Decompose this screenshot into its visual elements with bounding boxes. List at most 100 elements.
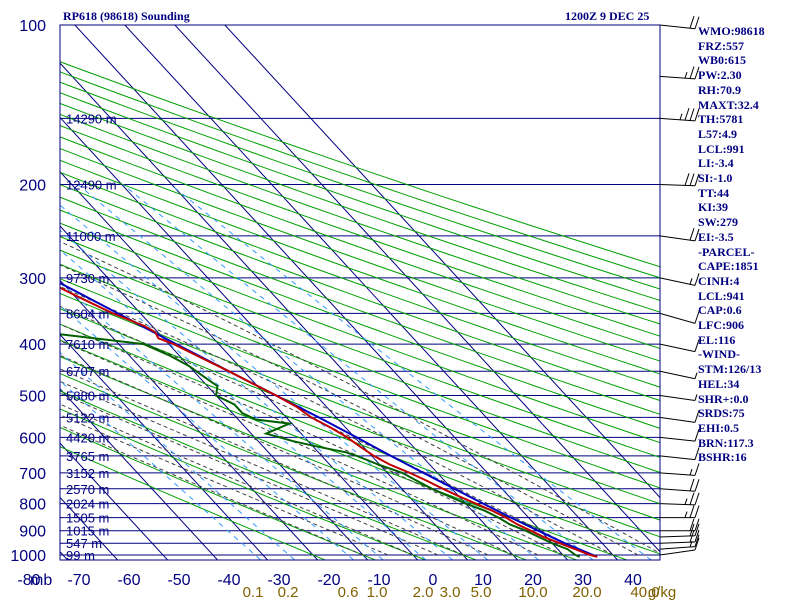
wind-barb-staff — [659, 488, 696, 492]
mixing-ratio-label: 1.0 — [367, 584, 388, 600]
height-label: 2024 m — [66, 497, 109, 512]
height-label: 14290 m — [66, 111, 117, 126]
wind-barb-flag — [694, 16, 700, 29]
plot-frame — [59, 24, 661, 561]
index-line: SI:-1.0 — [698, 171, 733, 186]
wind-barb-flag — [694, 311, 700, 324]
index-line: CAP:0.6 — [698, 303, 742, 318]
dry-adiabat — [60, 222, 660, 444]
wind-barb — [659, 16, 700, 30]
wind-barb-flag — [684, 107, 690, 121]
pressure-tick-label: 900 — [19, 524, 46, 541]
wind-barb — [659, 394, 698, 401]
wind-barb — [659, 492, 700, 506]
dry-adiabat — [60, 102, 660, 313]
mixing-ratio-line — [122, 184, 594, 560]
wind-barb-half-flag — [694, 372, 698, 379]
wind-barb-flag — [694, 66, 700, 80]
wind-barb — [659, 463, 700, 476]
wind-barb-flag — [694, 273, 700, 286]
dry-adiabat — [60, 209, 660, 429]
dry-adiabat — [60, 136, 660, 350]
height-label: 99 m — [66, 548, 95, 563]
wind-barb-half-flag — [684, 71, 688, 79]
mixing-ratio-label: 2.0 — [413, 584, 434, 600]
index-line: MAXT:32.4 — [698, 97, 759, 112]
dry-adiabat — [60, 372, 528, 560]
dry-adiabat — [60, 426, 377, 560]
height-label: 3765 m — [66, 449, 109, 464]
wind-barb-flag — [694, 479, 700, 492]
wind-barb-flag — [689, 16, 695, 29]
mixing-ratio-label: 10.0 — [518, 584, 547, 600]
dry-adiabat — [60, 125, 660, 337]
dry-adiabat — [60, 196, 660, 415]
wind-barb-flag — [694, 534, 700, 547]
wind-barb — [659, 339, 700, 353]
profile-layer — [60, 281, 598, 558]
dry-adiabat — [60, 308, 660, 538]
wind-barb-half-flag — [684, 511, 688, 518]
height-label: 1015 m — [66, 524, 109, 539]
temperature-tick-label: -80 — [17, 572, 40, 589]
wind-barb-staff — [659, 549, 696, 556]
temperature-tick-label: 0 — [429, 572, 438, 589]
temperature-tick-label: -50 — [167, 572, 190, 589]
dry-adiabat — [60, 390, 478, 560]
wind-barb-half-flag — [694, 394, 698, 401]
indices-panel: WMO:98618 FRZ:557 WB0:615 PW:2.30 RH:70.9 MAX… — [698, 24, 765, 465]
wind-barb-flag — [694, 429, 700, 442]
temperature-tick-label: -10 — [367, 572, 390, 589]
mixing-ratio-line — [60, 304, 355, 560]
wind-barb — [659, 370, 698, 380]
wind-barb — [659, 537, 700, 556]
wind-barb — [660, 518, 700, 532]
dry-adiabat — [60, 249, 660, 473]
wind-barb-staff — [659, 546, 696, 550]
wind-barb — [660, 505, 700, 519]
wind-barb-staff — [659, 117, 696, 122]
wind-barb — [659, 311, 700, 324]
index-line: -WIND- — [698, 347, 740, 362]
dry-adiabat — [60, 263, 660, 489]
dry-adiabat — [60, 71, 660, 279]
pressure-tick-label: 600 — [19, 430, 46, 447]
pressure-unit-label: mb — [30, 572, 52, 589]
moist-adiabat — [60, 403, 414, 556]
wind-barb-staff — [659, 503, 696, 506]
isotherm-line — [60, 170, 419, 560]
wind-barb-layer — [659, 16, 700, 556]
wind-barb-staff — [659, 184, 696, 187]
height-label: 2570 m — [66, 482, 109, 497]
pressure-tick-label: 700 — [19, 466, 46, 483]
isotherm-line — [74, 25, 569, 560]
grid-layer — [60, 25, 660, 560]
mixing-ratio-line — [170, 184, 652, 560]
wind-barb-flag — [689, 492, 695, 505]
mixing-ratio-label: 0.6 — [338, 584, 359, 600]
wind-barb-staff — [659, 75, 696, 80]
wind-barb-flag — [694, 410, 700, 423]
wind-barb — [659, 523, 700, 538]
wind-barb-flag — [689, 108, 695, 121]
index-line: SW:279 — [698, 215, 739, 230]
index-line: LI:-3.4 — [698, 156, 734, 171]
index-line: WB0:615 — [698, 53, 746, 68]
index-line: -PARCEL- — [698, 244, 755, 259]
dry-adiabat — [60, 339, 629, 560]
isotherm-line — [60, 62, 519, 560]
temperature-tick-label: 40 — [624, 572, 642, 589]
wind-barb-staff — [659, 312, 696, 324]
height-label: 3152 m — [66, 466, 109, 481]
temperature-tick-label: -40 — [217, 572, 240, 589]
wind-barb-flag — [694, 463, 700, 476]
mixing-ratio-line — [60, 204, 489, 560]
index-line: LCL:941 — [698, 288, 745, 303]
index-line: PW:2.30 — [698, 68, 742, 83]
height-label: 5122 m — [66, 410, 109, 425]
wind-barb — [659, 228, 700, 242]
temperature-tick-label: -60 — [117, 572, 140, 589]
wind-barb-flag — [689, 505, 695, 518]
pressure-tick-label: 400 — [19, 337, 46, 354]
isotherm-line — [124, 25, 619, 560]
